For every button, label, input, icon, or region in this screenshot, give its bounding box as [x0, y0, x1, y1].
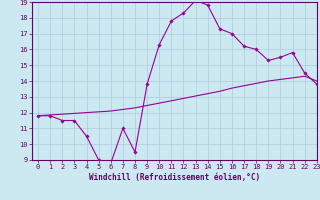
X-axis label: Windchill (Refroidissement éolien,°C): Windchill (Refroidissement éolien,°C) [89, 173, 260, 182]
